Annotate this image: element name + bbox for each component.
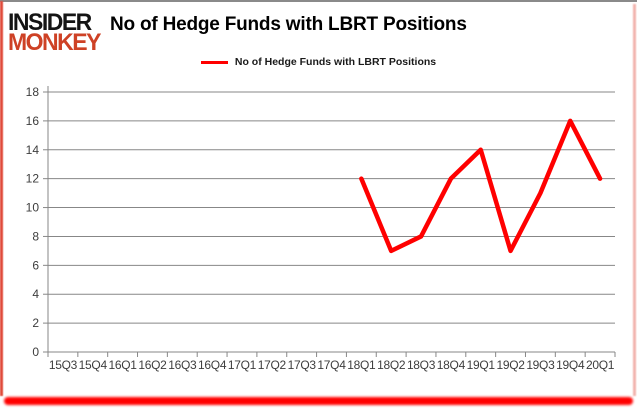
x-tick-label: 16Q3 xyxy=(168,358,197,372)
axis-ticks xyxy=(43,91,616,357)
x-tick-label: 16Q2 xyxy=(138,358,167,372)
legend-line-icon xyxy=(200,60,228,64)
x-tick-label: 18Q4 xyxy=(437,358,466,372)
x-tick-label: 15Q4 xyxy=(79,358,108,372)
x-tick-label: 17Q4 xyxy=(317,358,346,372)
card-bottom-border xyxy=(4,397,633,405)
x-tick-label: 19Q3 xyxy=(526,358,555,372)
y-tick-label: 0 xyxy=(32,345,39,359)
chart-title: No of Hedge Funds with LBRT Positions xyxy=(109,14,467,35)
x-tick-label: 16Q4 xyxy=(198,358,227,372)
x-tick-label: 20Q1 xyxy=(586,358,615,372)
y-tick-label: 18 xyxy=(26,85,40,99)
logo-text-monkey: MONKEY xyxy=(8,28,101,56)
x-tick-label: 17Q3 xyxy=(288,358,317,372)
insider-monkey-logo: INSIDER MONKEY xyxy=(8,7,101,56)
y-tick-label: 16 xyxy=(26,114,40,128)
x-tick-label: 17Q2 xyxy=(258,358,287,372)
x-tick-label: 19Q1 xyxy=(467,358,496,372)
x-tick-label: 16Q1 xyxy=(109,358,138,372)
legend: No of Hedge Funds with LBRT Positions xyxy=(0,56,637,68)
series-lines xyxy=(359,118,603,254)
x-tick-label: 18Q2 xyxy=(377,358,406,372)
y-tick-label: 2 xyxy=(32,316,39,330)
x-tick-label: 17Q1 xyxy=(228,358,257,372)
axes xyxy=(47,86,615,353)
card-right-border xyxy=(633,4,636,396)
x-axis-labels: 15Q3 15Q4 16Q1 16Q2 16Q3 16Q4 17Q1 17Q2 17Q3 17Q4… xyxy=(49,358,615,372)
y-tick-label: 14 xyxy=(26,143,40,157)
y-tick-label: 4 xyxy=(32,287,39,301)
y-axis-labels: 0 2 4 6 8 10 12 14 16 18 xyxy=(26,85,40,359)
card-top-border xyxy=(0,0,637,2)
series-line xyxy=(359,118,603,254)
y-tick-label: 8 xyxy=(32,229,39,243)
header: INSIDER MONKEY No of Hedge Funds with LB… xyxy=(8,7,467,56)
x-tick-label: 19Q2 xyxy=(496,358,525,372)
y-tick-label: 6 xyxy=(32,258,39,272)
legend-label: No of Hedge Funds with LBRT Positions xyxy=(234,56,437,68)
x-tick-label: 15Q3 xyxy=(49,358,78,372)
logo-text-insider: INSIDER xyxy=(8,7,92,36)
y-gridlines xyxy=(48,91,615,324)
x-tick-label: 19Q4 xyxy=(556,358,585,372)
y-tick-label: 12 xyxy=(26,172,40,186)
card-left-border xyxy=(0,1,3,396)
x-tick-label: 18Q1 xyxy=(347,358,376,372)
x-tick-label: 18Q3 xyxy=(407,358,436,372)
y-tick-label: 10 xyxy=(26,201,40,215)
